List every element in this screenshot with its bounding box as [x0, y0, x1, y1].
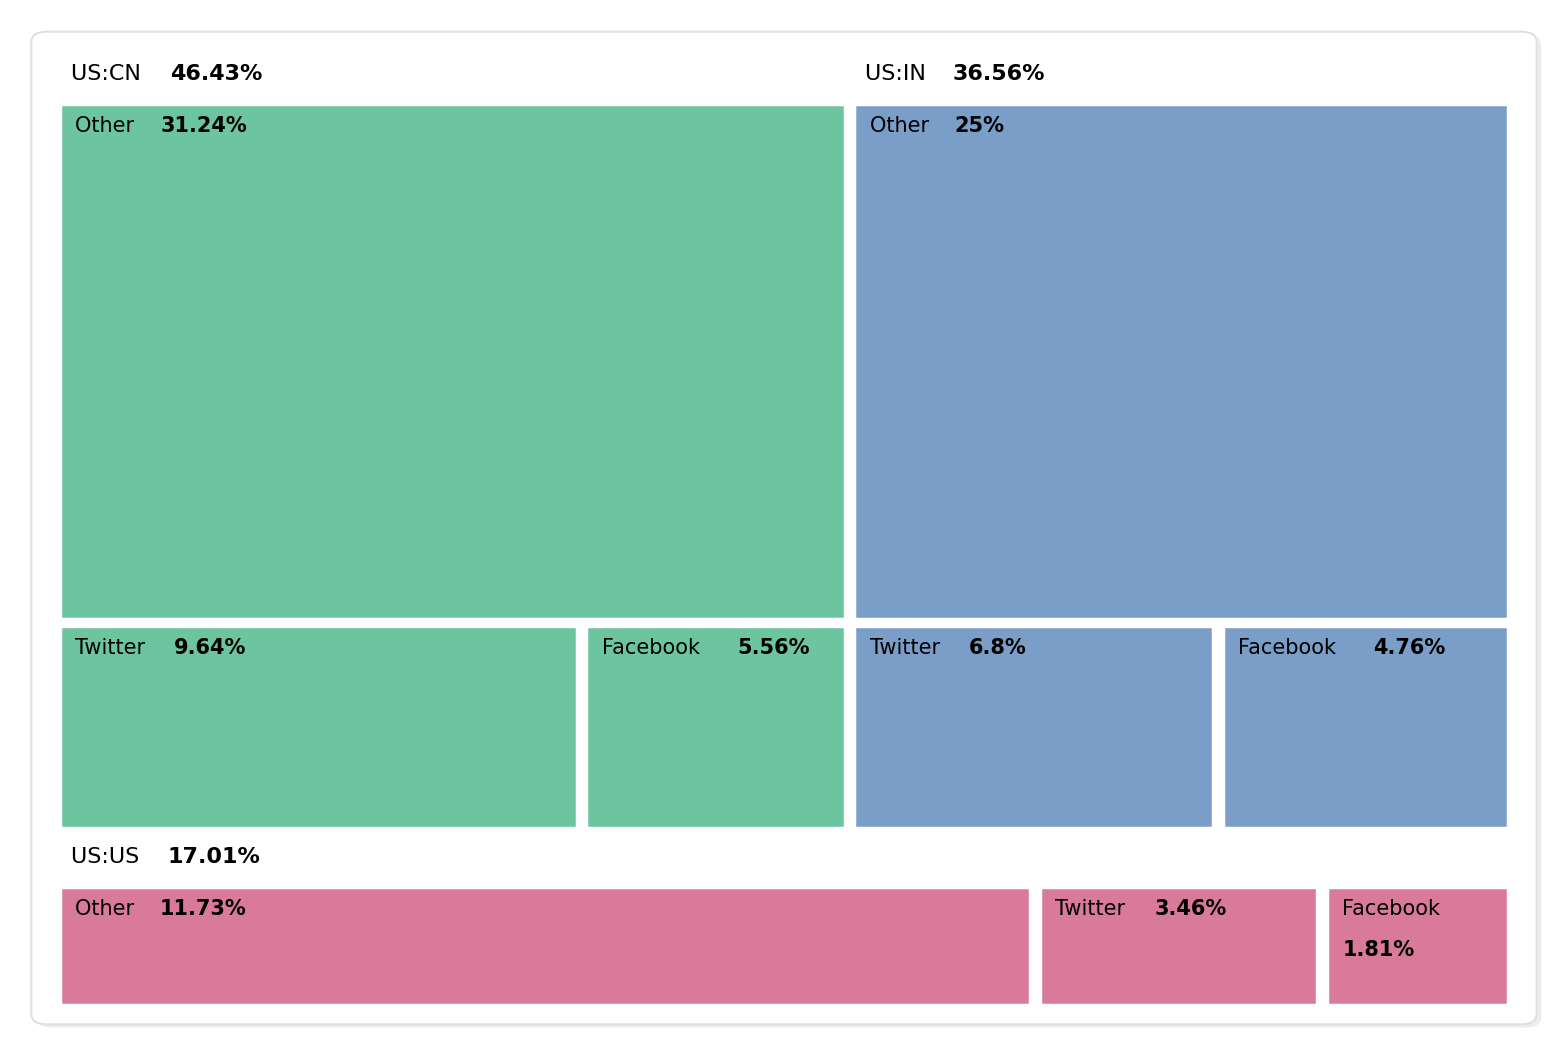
- Text: Facebook: Facebook: [602, 639, 707, 658]
- Text: 5.56%: 5.56%: [737, 639, 809, 658]
- Text: Twitter: Twitter: [1055, 900, 1132, 920]
- Text: 3.46%: 3.46%: [1154, 900, 1226, 920]
- Text: 17.01%: 17.01%: [168, 847, 260, 867]
- Text: Twitter: Twitter: [75, 639, 152, 658]
- Bar: [855, 626, 1214, 828]
- FancyBboxPatch shape: [31, 32, 1537, 1024]
- Bar: [1040, 887, 1317, 1005]
- Text: 1.81%: 1.81%: [1342, 940, 1414, 960]
- Text: 25%: 25%: [955, 116, 1005, 136]
- Text: US:US: US:US: [71, 847, 146, 867]
- Bar: [60, 626, 577, 828]
- Text: 36.56%: 36.56%: [953, 64, 1046, 83]
- Text: Other: Other: [75, 116, 141, 136]
- Text: Other: Other: [870, 116, 936, 136]
- Text: 4.76%: 4.76%: [1374, 639, 1446, 658]
- Text: 6.8%: 6.8%: [969, 639, 1027, 658]
- Text: Twitter: Twitter: [870, 639, 947, 658]
- Text: 11.73%: 11.73%: [160, 900, 246, 920]
- Text: 46.43%: 46.43%: [169, 64, 262, 83]
- Text: Facebook: Facebook: [1239, 639, 1342, 658]
- Text: 31.24%: 31.24%: [160, 116, 246, 136]
- Bar: [855, 103, 1508, 620]
- Bar: [1223, 626, 1508, 828]
- Bar: [1327, 887, 1508, 1005]
- Text: US:IN: US:IN: [866, 64, 933, 83]
- Bar: [586, 626, 845, 828]
- FancyBboxPatch shape: [36, 35, 1541, 1027]
- Text: 9.64%: 9.64%: [174, 639, 246, 658]
- Text: US:CN: US:CN: [71, 64, 147, 83]
- Bar: [60, 887, 1030, 1005]
- Text: Facebook: Facebook: [1342, 900, 1441, 920]
- Text: Other: Other: [75, 900, 141, 920]
- Bar: [60, 103, 845, 620]
